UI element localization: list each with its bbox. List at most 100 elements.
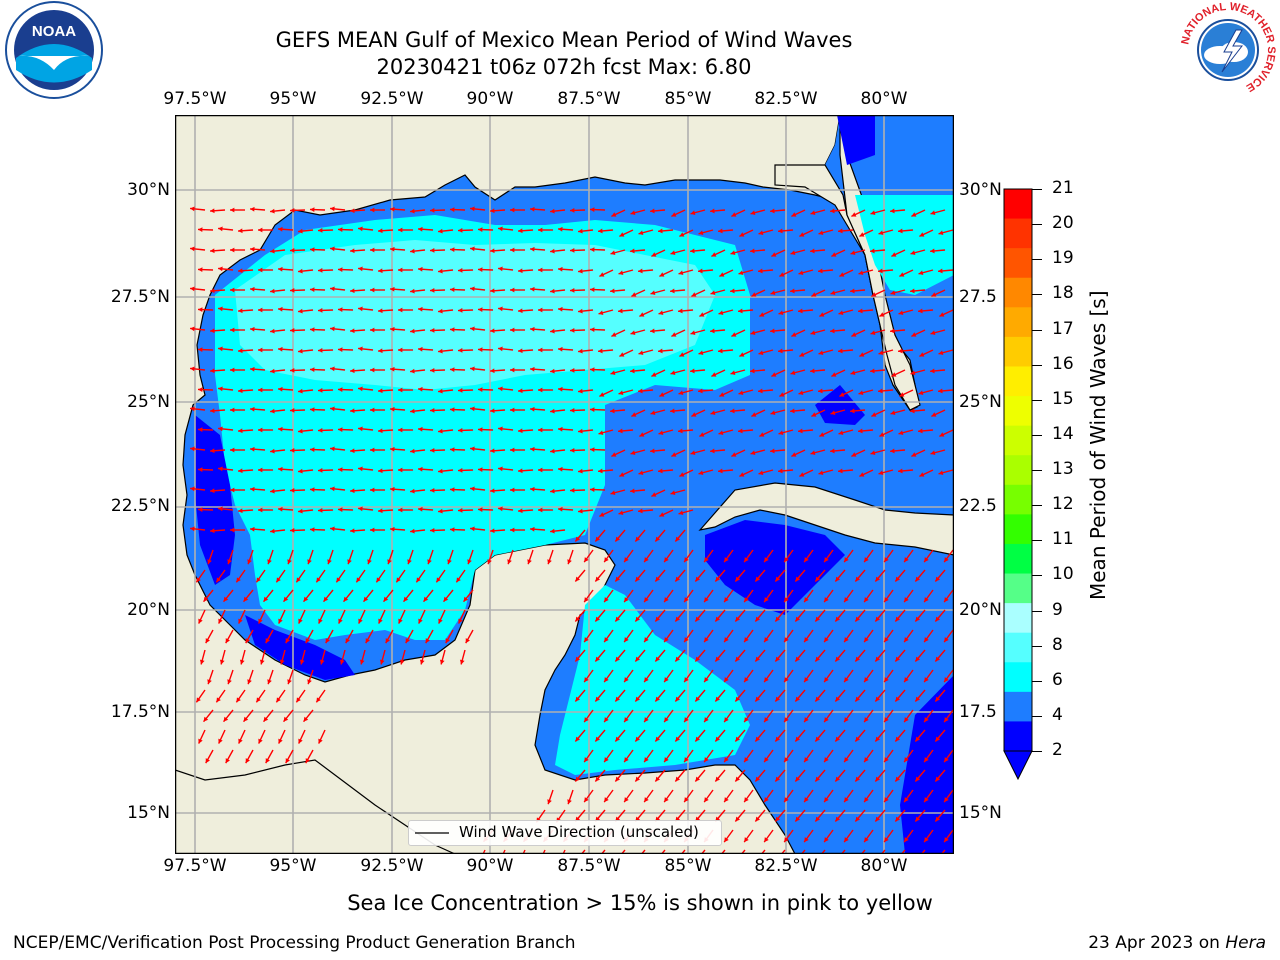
wind-wave-arrowhead bbox=[458, 467, 463, 473]
wind-wave-arrowhead bbox=[895, 776, 901, 782]
wind-wave-arrowhead bbox=[630, 450, 636, 456]
wind-wave-arrowhead bbox=[190, 526, 195, 532]
wind-wave-arrowhead bbox=[604, 677, 609, 683]
wind-wave-arrowhead bbox=[735, 736, 741, 742]
wind-wave-arrowhead bbox=[659, 392, 665, 397]
wind-wave-arrowhead bbox=[898, 430, 904, 436]
colorbar-tick-mark bbox=[1032, 399, 1042, 401]
wind-wave-arrowhead bbox=[238, 428, 243, 434]
wind-wave-arrowhead bbox=[678, 390, 684, 396]
wind-wave-arrowhead bbox=[910, 408, 915, 414]
colorbar-label: Mean Period of Wind Waves [s] bbox=[1086, 290, 1110, 600]
wind-wave-arrowhead bbox=[675, 616, 681, 622]
wind-wave-arrowhead bbox=[655, 616, 661, 622]
wind-wave-arrowhead bbox=[299, 659, 305, 665]
wind-wave-arrowhead bbox=[430, 487, 435, 493]
wind-wave-arrowhead bbox=[711, 372, 717, 377]
wind-wave-arrowhead bbox=[698, 350, 704, 356]
wind-wave-arrowhead bbox=[864, 677, 869, 683]
wind-wave-arrowhead bbox=[438, 228, 443, 234]
wind-wave-arrowhead bbox=[558, 386, 563, 392]
lat-label-left: 30°N bbox=[127, 180, 170, 200]
wind-wave-arrowhead bbox=[550, 368, 555, 374]
colorbar-tick-mark bbox=[1032, 645, 1042, 647]
wind-wave-arrowhead bbox=[459, 659, 465, 665]
wind-wave-arrowhead bbox=[370, 527, 375, 533]
wind-wave-arrowhead bbox=[318, 347, 323, 353]
wind-wave-arrowhead bbox=[530, 526, 535, 532]
wind-wave-arrowhead bbox=[624, 637, 629, 643]
wind-wave-arrowhead bbox=[230, 447, 235, 453]
wind-wave-arrowhead bbox=[238, 388, 243, 394]
wind-wave-arrowhead bbox=[730, 288, 735, 294]
wind-wave-arrowhead bbox=[378, 428, 383, 434]
wind-wave-arrowhead bbox=[298, 618, 303, 624]
wind-wave-arrowhead bbox=[305, 638, 310, 644]
wind-wave-arrowhead bbox=[225, 758, 230, 764]
contour-6-8s bbox=[235, 240, 715, 390]
wind-wave-arrowhead bbox=[205, 638, 210, 644]
wind-wave-arrowhead bbox=[644, 717, 649, 723]
wind-wave-arrowhead bbox=[944, 757, 949, 763]
wind-wave-arrowhead bbox=[795, 816, 801, 822]
wind-wave-arrowhead bbox=[731, 212, 737, 217]
land-cuba bbox=[698, 482, 954, 556]
wind-wave-arrowhead bbox=[450, 207, 455, 213]
wind-wave-arrowhead bbox=[498, 506, 503, 512]
wind-wave-arrowhead bbox=[939, 312, 945, 317]
wind-wave-arrow bbox=[580, 849, 586, 854]
colorbar-tick-label: 2 bbox=[1052, 740, 1063, 760]
wind-wave-arrowhead bbox=[298, 228, 303, 234]
wind-wave-arrow bbox=[880, 849, 886, 854]
colorbar-segments bbox=[1004, 189, 1032, 752]
wind-wave-arrowhead bbox=[790, 370, 796, 376]
wind-wave-arrowhead bbox=[758, 388, 763, 394]
wind-wave-arrowhead bbox=[358, 306, 363, 312]
wind-wave-arrowhead bbox=[924, 597, 929, 603]
wind-wave-arrowhead bbox=[815, 816, 821, 822]
wind-wave-arrowhead bbox=[764, 717, 769, 723]
colorbar-tick-label: 19 bbox=[1052, 248, 1074, 269]
wind-wave-arrowhead bbox=[635, 736, 641, 742]
wind-wave-arrowhead bbox=[755, 696, 761, 702]
wind-wave-arrowhead bbox=[250, 366, 255, 372]
wind-wave-arrowhead bbox=[864, 757, 869, 763]
lon-label-bottom: 92.5°W bbox=[360, 856, 424, 876]
wind-wave-arrowhead bbox=[798, 308, 803, 314]
wind-wave-arrowhead bbox=[759, 312, 765, 317]
wind-wave-arrowhead bbox=[751, 412, 757, 417]
wind-wave-arrow bbox=[720, 849, 726, 854]
lon-label-bottom: 87.5°W bbox=[557, 856, 621, 876]
wind-wave-arrowhead bbox=[911, 212, 917, 217]
wind-wave-arrowhead bbox=[530, 326, 535, 332]
wind-wave-arrowhead bbox=[615, 736, 621, 742]
lat-label-right: 27.5 bbox=[959, 287, 997, 307]
wind-wave-arrowhead bbox=[698, 470, 704, 476]
wind-wave-arrowhead bbox=[855, 576, 861, 582]
wind-wave-arrowhead bbox=[584, 797, 589, 803]
wind-wave-arrowhead bbox=[718, 468, 723, 474]
wind-wave-arrowhead bbox=[879, 432, 885, 437]
wind-wave-arrowhead bbox=[859, 352, 865, 357]
wind-wave-arrowhead bbox=[644, 557, 649, 563]
wind-wave-arrowhead bbox=[575, 616, 581, 622]
wind-wave-arrowhead bbox=[690, 248, 695, 254]
wind-wave-arrowhead bbox=[690, 210, 696, 216]
wind-wave-arrowhead bbox=[795, 696, 801, 702]
wind-wave-arrowhead bbox=[575, 576, 581, 582]
wind-wave-arrowhead bbox=[198, 738, 203, 744]
colorbar-tick-label: 13 bbox=[1052, 459, 1074, 479]
wind-wave-arrowhead bbox=[695, 696, 701, 702]
wind-wave-arrowhead bbox=[575, 536, 581, 542]
wind-wave-arrowhead bbox=[467, 559, 472, 565]
wind-wave-arrowhead bbox=[844, 557, 849, 563]
wind-wave-arrowhead bbox=[924, 637, 929, 643]
wind-wave-arrowhead bbox=[630, 488, 635, 494]
wind-wave-arrowhead bbox=[738, 270, 744, 276]
wind-wave-arrowhead bbox=[287, 559, 292, 565]
wind-wave-arrowhead bbox=[478, 347, 483, 353]
wind-wave-arrowhead bbox=[250, 286, 255, 292]
wind-wave-arrowhead bbox=[630, 368, 635, 374]
wind-wave-arrowhead bbox=[750, 368, 755, 374]
wind-wave-arrowhead bbox=[790, 288, 795, 294]
